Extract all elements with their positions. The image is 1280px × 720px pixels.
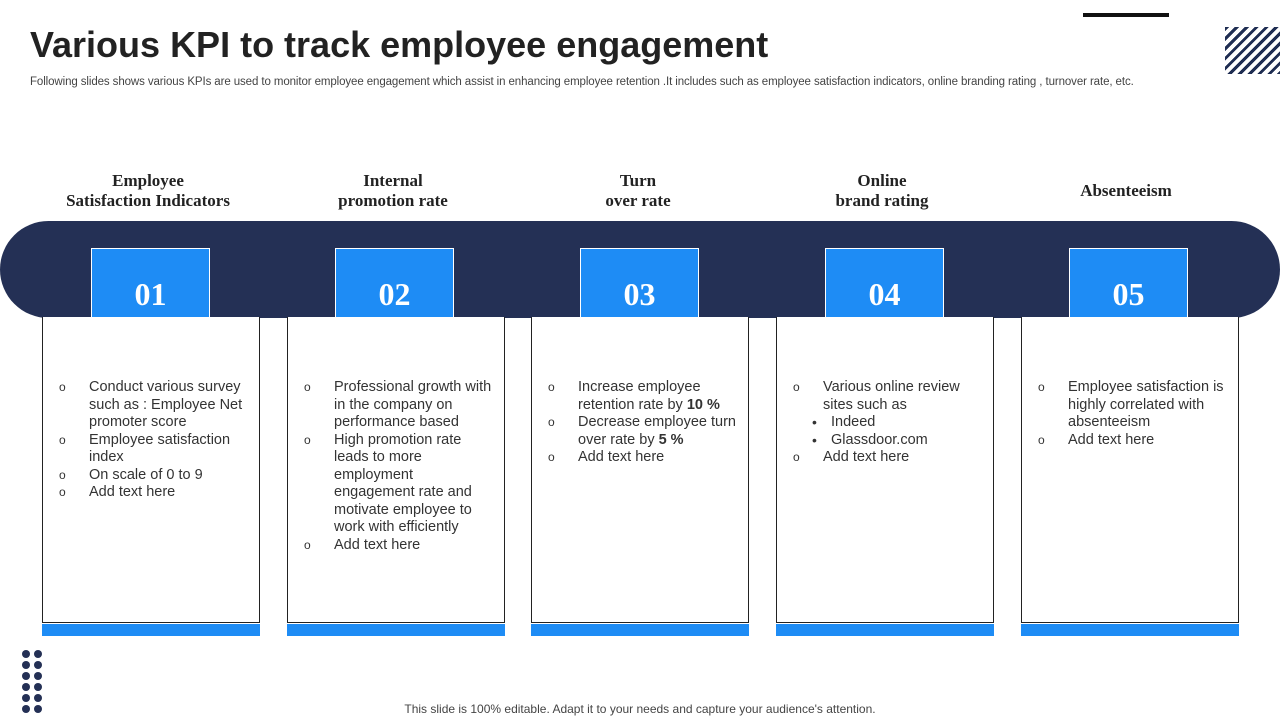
kpi-card: o Professional growth with in the company… xyxy=(287,317,505,623)
kpi-bullet-text: High promotion rate leads to more employ… xyxy=(334,431,472,536)
kpi-bullet-list: o Various online review sites such as • Ind… xyxy=(793,379,983,467)
decorative-dot xyxy=(22,672,30,680)
kpi-card-accent-bar xyxy=(776,624,994,636)
kpi-card: o Employee satisfaction is highly correla… xyxy=(1021,317,1239,623)
kpi-bullet-item: o Conduct various survey such as : Employ… xyxy=(59,379,249,432)
decorative-dot xyxy=(22,650,30,658)
decorative-dot xyxy=(34,661,42,669)
circle-bullet-icon: o xyxy=(1038,380,1045,394)
kpi-bullet-item: o Add text here xyxy=(59,484,249,502)
circle-bullet-icon: o xyxy=(304,432,311,447)
decorative-dot xyxy=(34,683,42,691)
kpi-bullet-text: Indeed xyxy=(831,414,876,430)
kpi-bullet-item: o High promotion rate leads to more emplo… xyxy=(304,432,494,537)
kpi-number-badge: 03 xyxy=(580,248,699,318)
kpi-card: o Conduct various survey such as : Employ… xyxy=(42,317,260,623)
kpi-bullet-text: Various online review sites such as xyxy=(823,379,960,413)
circle-bullet-icon: o xyxy=(304,380,311,394)
kpi-bullet-item: o Add text here xyxy=(548,449,738,467)
kpi-heading: Turn over rate xyxy=(605,170,671,210)
kpi-bullet-text: Decrease employee turn over rate by xyxy=(578,414,736,448)
dot-bullet-icon: • xyxy=(812,431,817,448)
circle-bullet-icon: o xyxy=(59,485,66,499)
circle-bullet-icon: o xyxy=(59,467,66,482)
kpi-bullet-item: o Decrease employee turn over rate by 5 % xyxy=(548,414,738,449)
kpi-card-accent-bar xyxy=(1021,624,1239,636)
kpi-number-badge: 02 xyxy=(335,248,454,318)
circle-bullet-icon: o xyxy=(548,450,555,464)
kpi-bullet-text: Employee satisfaction index xyxy=(89,431,231,466)
kpi-bullet-text: Increase employee retention rate by xyxy=(578,379,701,413)
kpi-bullet-list: o Conduct various survey such as : Employ… xyxy=(59,379,249,502)
kpi-bullet-text: Conduct various survey such as : Employe… xyxy=(89,379,243,430)
circle-bullet-icon: o xyxy=(1038,432,1045,447)
kpi-bullet-list: o Professional growth with in the company… xyxy=(304,379,494,554)
kpi-bullet-item: o Employee satisfaction is highly correla… xyxy=(1038,379,1228,432)
decorative-dot xyxy=(22,683,30,691)
kpi-bullet-list: o Increase employee retention rate by 10 … xyxy=(548,379,738,467)
kpi-number-badge: 01 xyxy=(91,248,210,318)
kpi-bullet-item: o Add text here xyxy=(1038,432,1228,450)
kpi-card-accent-bar xyxy=(42,624,260,636)
decorative-dot xyxy=(22,661,30,669)
kpi-bullet-text: Glassdoor.com xyxy=(831,431,928,448)
kpi-bullet-item: o Add text here xyxy=(304,537,494,555)
kpi-bullet-text: Add text here xyxy=(89,484,176,500)
kpi-bullet-item: o Professional growth with in the company… xyxy=(304,379,494,432)
kpi-heading: Internal promotion rate xyxy=(338,170,448,210)
circle-bullet-icon: o xyxy=(793,450,800,464)
decorative-dot xyxy=(34,650,42,658)
footer-note: This slide is 100% editable. Adapt it to… xyxy=(404,702,876,716)
kpi-bullet-list: o Employee satisfaction is highly correla… xyxy=(1038,379,1228,449)
decorative-dot xyxy=(34,705,42,713)
kpi-bullet-text: Employee satisfaction is highly correlat… xyxy=(1068,379,1224,430)
kpi-bullet-item: o Add text here xyxy=(793,449,983,467)
kpi-heading: Online brand rating xyxy=(835,170,929,210)
hatch-pattern-decoration xyxy=(1225,27,1280,74)
kpi-card-accent-bar xyxy=(287,624,505,636)
circle-bullet-icon: o xyxy=(548,415,555,429)
kpi-bullet-text: Add text here xyxy=(823,449,910,465)
kpi-bullet-text: Add text here xyxy=(578,449,665,465)
circle-bullet-icon: o xyxy=(304,537,311,552)
kpi-number-badge: 05 xyxy=(1069,248,1188,318)
kpi-card-accent-bar xyxy=(531,624,749,636)
slide-title: Various KPI to track employee engagement xyxy=(30,24,769,65)
circle-bullet-icon: o xyxy=(59,380,66,394)
circle-bullet-icon: o xyxy=(59,432,66,447)
kpi-heading: Employee Satisfaction Indicators xyxy=(66,170,230,210)
circle-bullet-icon: o xyxy=(548,380,555,394)
slide-subtitle: Following slides shows various KPIs are … xyxy=(30,76,1134,88)
top-accent-line xyxy=(1083,13,1169,17)
kpi-sub-bullet-item: • Indeed xyxy=(793,414,983,432)
kpi-heading: Absenteeism xyxy=(1080,180,1172,200)
decorative-dot xyxy=(22,705,30,713)
decorative-dot xyxy=(34,672,42,680)
kpi-bullet-text: Add text here xyxy=(1068,431,1155,448)
kpi-bullet-item: o Various online review sites such as xyxy=(793,379,983,414)
decorative-dot xyxy=(34,694,42,702)
kpi-bullet-text: Professional growth with in the company … xyxy=(334,379,492,430)
kpi-number-badge: 04 xyxy=(825,248,944,318)
kpi-bullet-item: o Increase employee retention rate by 10 … xyxy=(548,379,738,414)
circle-bullet-icon: o xyxy=(793,380,800,394)
dots-decoration xyxy=(22,650,44,720)
kpi-bullet-text: On scale of 0 to 9 xyxy=(89,466,203,483)
kpi-bullet-text: Add text here xyxy=(334,536,421,553)
dot-bullet-icon: • xyxy=(812,414,817,430)
kpi-bullet-emphasis: 5 % xyxy=(658,431,684,448)
kpi-bullet-emphasis: 10 % xyxy=(686,396,720,413)
kpi-bullet-item: o On scale of 0 to 9 xyxy=(59,467,249,485)
kpi-sub-bullet-item: • Glassdoor.com xyxy=(793,432,983,450)
decorative-dot xyxy=(22,694,30,702)
kpi-card: o Various online review sites such as • Ind… xyxy=(776,317,994,623)
kpi-bullet-item: o Employee satisfaction index xyxy=(59,432,249,467)
kpi-card: o Increase employee retention rate by 10 … xyxy=(531,317,749,623)
